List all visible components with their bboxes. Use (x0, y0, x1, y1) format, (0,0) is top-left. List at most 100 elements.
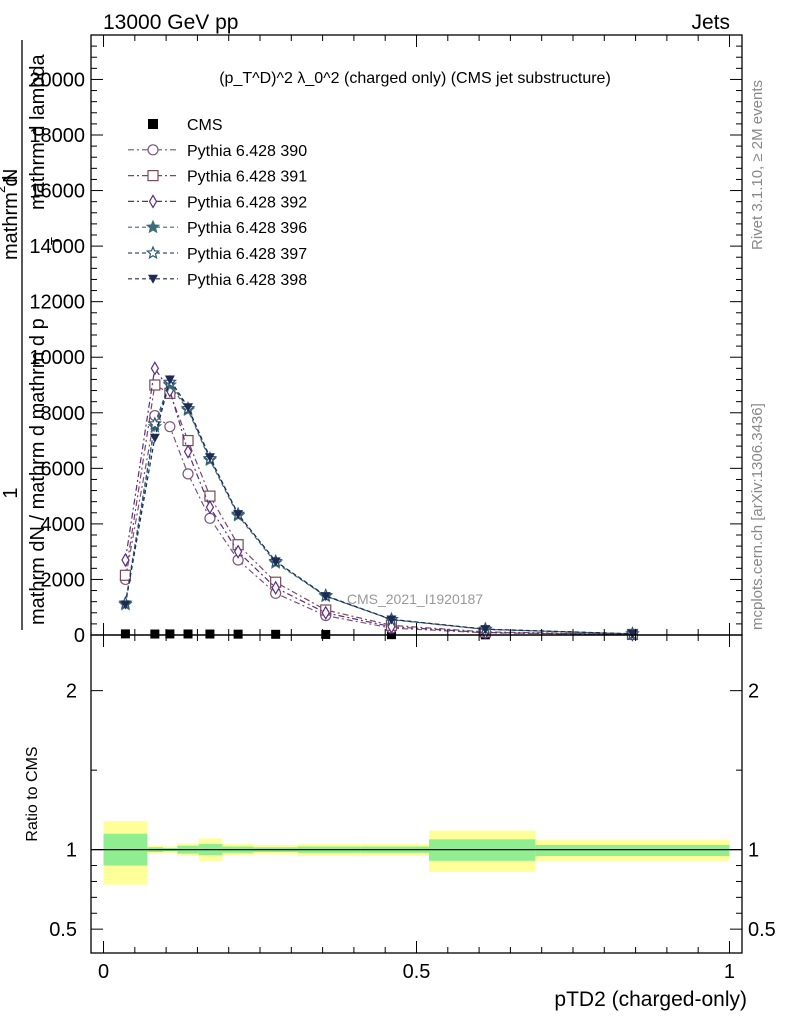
legend-marker (148, 119, 158, 129)
data-point (321, 605, 330, 620)
ratio-panel: 0.5 0.51 12 2 0 0.5 1 Ratio to CMS pTD2 (char… (24, 634, 776, 1011)
header-right: Jets (691, 11, 730, 34)
data-point (204, 490, 216, 502)
series-6 (120, 375, 638, 639)
y-tick-label: 20000 (29, 69, 85, 91)
ylabel-part-5: mathrm d (0, 176, 22, 260)
ylabel-part-1: 1 (0, 487, 22, 498)
data-point (480, 625, 491, 635)
data-point (150, 361, 160, 376)
data-point (121, 552, 130, 568)
legend-entry: Pythia 6.428 398 (128, 272, 307, 289)
legend-label: Pythia 6.428 398 (187, 272, 307, 289)
data-point (120, 629, 130, 639)
data-point (164, 375, 175, 385)
data-point (164, 421, 176, 433)
legend-marker (147, 170, 159, 182)
legend-label: Pythia 6.428 391 (187, 169, 307, 186)
y-tick-label: 14000 (29, 236, 85, 258)
data-point (270, 557, 281, 567)
legend-label: Pythia 6.428 390 (187, 143, 307, 160)
data-point (233, 629, 243, 639)
ratio-y-tick-label: 2 (66, 681, 77, 703)
legend: CMS Pythia 6.428 390 Pythia 6.428 391 Pythi… (128, 117, 307, 289)
data-point (233, 510, 244, 520)
main-panel: 0 2000 4000 6000 8000 10000 12000 14000 16000 180… (0, 34, 743, 647)
ylabel-part-7: N (0, 169, 22, 183)
data-point (204, 512, 216, 524)
data-point (204, 453, 215, 463)
legend-entry: Pythia 6.428 397 (128, 245, 307, 263)
x-tick-label: 1 (724, 961, 735, 983)
y-tick-label: 6000 (41, 458, 86, 480)
y-tick-label: 16000 (29, 181, 85, 203)
ratio-y-tick-label-right: 1 (748, 840, 759, 862)
ylabel-part-4: mathrm d lambda (27, 54, 49, 210)
data-point (271, 580, 280, 595)
main-y-axis: 0 2000 4000 6000 8000 10000 12000 14000 16000 180… (29, 34, 742, 647)
x-axis-label: pTD2 (charged-only) (554, 988, 747, 1011)
legend-marker (147, 144, 159, 156)
ylabel-part-3: T (48, 237, 63, 245)
ratio-x-axis: 0 0.5 1 (98, 635, 735, 983)
legend-marker (148, 274, 158, 284)
legend-marker (145, 219, 161, 234)
ratio-y-tick-label: 0.5 (49, 919, 77, 941)
ratio-y-tick-label: 1 (66, 840, 77, 862)
ratio-y-axis: 0.5 0.5 1 1 2 2 (49, 681, 776, 942)
y-tick-label: 8000 (41, 403, 86, 425)
rivet-label: Rivet 3.1.10, ≥ 2M events (749, 80, 766, 250)
legend-marker (145, 245, 161, 260)
data-point (386, 615, 397, 625)
ratio-y-tick-label-right: 2 (748, 681, 759, 703)
y-tick-label: 4000 (41, 514, 86, 536)
data-point (271, 629, 281, 639)
data-point (182, 468, 194, 480)
data-point (149, 379, 161, 391)
y-tick-label: 2000 (41, 569, 86, 591)
stat-uncertainty-band (535, 844, 730, 857)
ratio-bands (103, 821, 730, 885)
ylabel-part-2: mathrm dN / mathrm d mathrm d p (27, 318, 49, 625)
legend-label: Pythia 6.428 396 (187, 220, 307, 237)
x-tick-label: 0 (98, 961, 109, 983)
data-point (233, 544, 243, 559)
legend-label: Pythia 6.428 397 (187, 246, 307, 263)
data-point (627, 629, 638, 639)
data-point (205, 629, 215, 639)
legend-entry: Pythia 6.428 396 (128, 219, 307, 237)
legend-entry: CMS (148, 117, 223, 134)
data-point (205, 500, 215, 515)
legend-label: Pythia 6.428 392 (187, 194, 307, 211)
data-point (150, 629, 160, 639)
main-marks (118, 361, 640, 642)
mcplots-label: mcplots.cern.ch [arXiv:1306.3436] (749, 403, 766, 630)
data-point (183, 444, 193, 459)
chart-title: (p_T^D)^2 λ_0^2 (charged only) (CMS jet … (219, 70, 611, 87)
ylabel-part-6: 2 (0, 186, 8, 193)
y-tick-label: 18000 (29, 125, 85, 147)
header-left: 13000 GeV pp (103, 11, 238, 34)
y-tick-label: 10000 (29, 347, 85, 369)
data-point (165, 629, 175, 639)
legend-marker (148, 194, 158, 209)
legend-entry: Pythia 6.428 392 (128, 194, 307, 211)
data-point (182, 434, 194, 447)
main-y-label: 1 mathrm dN / mathrm d mathrm d p T math… (0, 40, 63, 630)
data-point (183, 403, 194, 413)
data-point (149, 433, 160, 443)
x-tick-label: 0.5 (403, 961, 431, 983)
main-x-ticks (103, 35, 730, 635)
legend-entry: Pythia 6.428 390 (128, 143, 307, 160)
data-point (183, 629, 193, 639)
legend-label: CMS (187, 117, 223, 134)
data-point (120, 600, 131, 610)
watermark: CMS_2021_I1920187 (347, 591, 483, 607)
y-tick-label: 12000 (29, 292, 85, 314)
series-line (124, 414, 633, 636)
ratio-y-label: Ratio to CMS (24, 746, 41, 841)
y-tick-label: 0 (74, 625, 85, 647)
data-point (320, 592, 331, 602)
ratio-y-tick-label-right: 0.5 (748, 919, 776, 941)
